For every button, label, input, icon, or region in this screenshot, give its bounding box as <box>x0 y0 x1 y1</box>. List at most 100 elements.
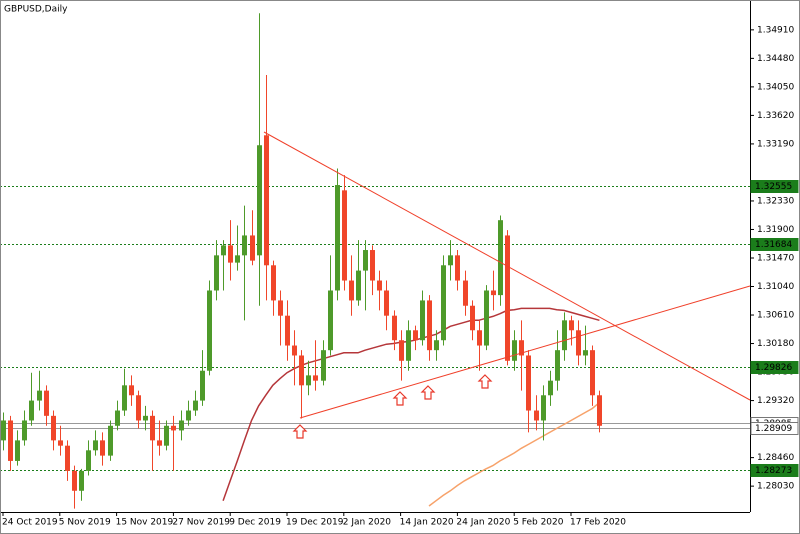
y-tick-label: 1.31470 <box>757 253 794 263</box>
y-tick-label: 1.29320 <box>757 396 794 406</box>
level-label: 1.32555 <box>755 182 792 192</box>
candle-body <box>221 245 226 256</box>
level-tag <box>750 180 799 193</box>
candle-body <box>406 330 411 361</box>
candle-body <box>51 415 56 441</box>
candle-body <box>285 315 290 346</box>
candle-body <box>257 145 262 256</box>
candle-body <box>420 300 425 341</box>
level-label: 1.29826 <box>755 363 792 373</box>
candle-body <box>1 420 6 441</box>
candle-body <box>434 340 439 351</box>
candle-body <box>377 280 382 291</box>
y-tick-label: 1.33190 <box>757 139 794 149</box>
x-tick-label: 5 Feb 2020 <box>513 518 564 528</box>
candle-body <box>541 395 546 421</box>
plot-area <box>0 13 750 509</box>
y-tick-label: 1.33620 <box>757 111 794 121</box>
trendline <box>263 131 751 401</box>
candle-body <box>44 390 49 416</box>
candle-body <box>519 340 524 356</box>
candle-body <box>186 410 191 421</box>
x-tick-label: 15 Nov 2019 <box>116 518 174 528</box>
candle-body <box>179 420 184 431</box>
candle-body <box>363 250 368 271</box>
candle-body <box>427 300 432 351</box>
y-tick-label: 1.32330 <box>757 196 794 206</box>
candle-body <box>562 320 567 351</box>
level-tag <box>750 422 799 435</box>
candle-body <box>470 305 475 331</box>
candle-body <box>413 330 418 341</box>
level-label: 1.28273 <box>755 466 792 476</box>
candle-body <box>235 255 240 263</box>
x-tick-label: 19 Dec 2019 <box>286 518 344 528</box>
candle-body <box>150 415 155 441</box>
candle-body <box>129 385 134 396</box>
candle-body <box>335 185 340 291</box>
candle-body <box>164 425 169 446</box>
candle-body <box>193 400 198 411</box>
candle-body <box>93 440 98 451</box>
candle-body <box>555 350 560 381</box>
x-tick-label: 14 Jan 2020 <box>400 518 454 528</box>
candle-body <box>200 370 205 401</box>
y-tick-label: 1.30610 <box>757 311 794 321</box>
candle-body <box>491 290 496 296</box>
chart-title: GBPUSD,Daily <box>4 5 68 15</box>
candle-body <box>306 375 311 386</box>
y-tick-label: 1.28460 <box>757 453 794 463</box>
x-tick-label: 5 Nov 2019 <box>59 518 111 528</box>
up-arrow <box>477 374 493 389</box>
x-tick-label: 17 Feb 2020 <box>570 518 626 528</box>
candle-body <box>569 320 574 331</box>
candle-body <box>15 440 20 461</box>
candle-body <box>264 135 269 266</box>
x-tick-label: 24 Oct 2019 <box>2 518 58 528</box>
y-tick-label: 1.31900 <box>757 225 794 235</box>
candle-body <box>321 350 326 381</box>
candle-body <box>463 280 468 306</box>
level-tag <box>750 361 799 374</box>
candle-body <box>228 245 233 263</box>
candle-body <box>242 235 247 256</box>
up-arrow <box>292 424 308 439</box>
candle-body <box>108 425 113 456</box>
level-label: 1.31684 <box>755 240 792 250</box>
candle-body <box>65 445 70 471</box>
candle-body <box>576 330 581 356</box>
candle-body <box>505 235 510 361</box>
up-arrow <box>420 385 436 400</box>
y-tick-label: 1.34480 <box>757 54 794 64</box>
candle-body <box>512 340 517 361</box>
arrows <box>292 374 493 439</box>
y-tick-label: 1.34910 <box>757 25 794 35</box>
candle-body <box>477 330 482 346</box>
moving-average <box>222 307 600 501</box>
candle-body <box>214 255 219 291</box>
candle-body <box>370 250 375 281</box>
candle-body <box>143 415 148 421</box>
candle-body <box>342 190 347 281</box>
candle-body <box>448 255 453 266</box>
candle-body <box>157 440 162 446</box>
candle-body <box>590 350 595 396</box>
level-tag <box>750 238 799 251</box>
candle-body <box>299 355 304 386</box>
candle-body <box>136 395 141 421</box>
candle-body <box>278 300 283 316</box>
x-tick-label: 27 Nov 2019 <box>172 518 230 528</box>
candle-body <box>79 470 84 491</box>
candle-body <box>207 290 212 371</box>
candle-body <box>115 410 120 426</box>
candle-body <box>292 345 297 356</box>
y-tick-label: 1.34050 <box>757 82 794 92</box>
candle-body <box>534 410 539 421</box>
candle-body <box>122 385 127 411</box>
candle-body <box>58 440 63 446</box>
candle-body <box>392 315 397 341</box>
candle-body <box>72 470 77 491</box>
x-tick-label: 24 Jan 2020 <box>456 518 510 528</box>
